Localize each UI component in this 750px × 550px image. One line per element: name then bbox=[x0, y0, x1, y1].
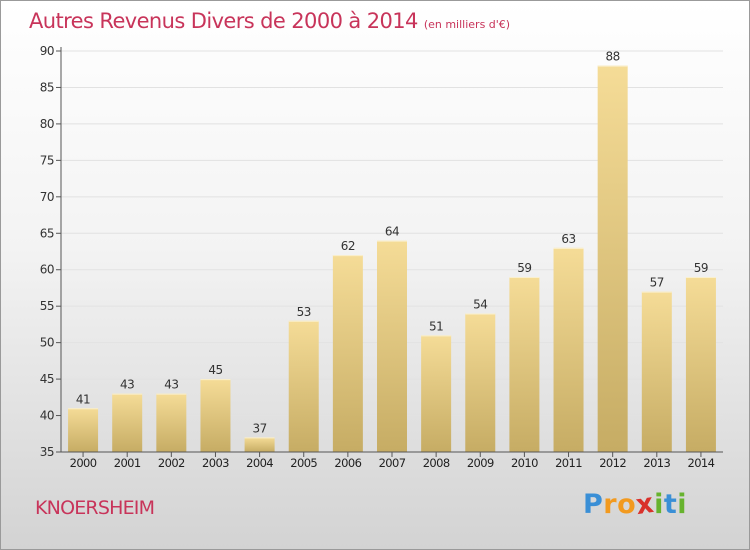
x-tick-label: 2011 bbox=[555, 456, 582, 470]
y-tick-label: 40 bbox=[40, 409, 54, 423]
value-label: 88 bbox=[606, 50, 620, 64]
value-label: 53 bbox=[297, 305, 311, 319]
value-label: 54 bbox=[473, 297, 487, 311]
logo-letter: x bbox=[634, 487, 657, 522]
value-label: 59 bbox=[694, 261, 708, 275]
bar-2004 bbox=[244, 437, 275, 452]
y-tick-label: 80 bbox=[40, 117, 54, 131]
x-tick-label: 2006 bbox=[334, 456, 361, 470]
value-label: 37 bbox=[252, 421, 266, 435]
value-label: 45 bbox=[208, 363, 222, 377]
y-tick-label: 50 bbox=[40, 336, 54, 350]
bar-2003 bbox=[200, 379, 231, 452]
y-tick-label: 65 bbox=[40, 226, 54, 240]
value-label: 64 bbox=[385, 225, 399, 239]
x-tick-label: 2005 bbox=[290, 456, 317, 470]
y-tick-label: 45 bbox=[40, 372, 54, 386]
bars: 41 43 43 45 37 53 62 64 51 54 59 63 88 57 59 bbox=[68, 50, 716, 452]
x-tick-label: 2008 bbox=[423, 456, 450, 470]
value-label: 57 bbox=[650, 276, 664, 290]
value-label: 62 bbox=[341, 239, 355, 253]
value-label: 43 bbox=[120, 378, 134, 392]
x-tick-label: 2007 bbox=[379, 456, 406, 470]
bar-2001 bbox=[112, 393, 143, 452]
y-tick-label: 55 bbox=[40, 299, 54, 313]
bar-2000 bbox=[68, 408, 99, 452]
x-tick-label: 2009 bbox=[467, 456, 494, 470]
chart-title-text: Autres Revenus Divers de 2000 à 2014 bbox=[29, 9, 418, 33]
bar-2008 bbox=[421, 335, 452, 452]
bar-2013 bbox=[641, 291, 672, 452]
x-tick-label: 2001 bbox=[114, 456, 141, 470]
x-tick-label: 2002 bbox=[158, 456, 185, 470]
value-label: 43 bbox=[164, 378, 178, 392]
bar-2014 bbox=[685, 277, 716, 452]
bar-2010 bbox=[509, 277, 540, 452]
logo-letter: o bbox=[617, 489, 637, 520]
axes: 35 40 45 50 55 60 65 70 75 80 85 90 2000 2001 2002 2003… bbox=[40, 44, 723, 470]
y-tick-label: 90 bbox=[40, 44, 54, 58]
chart-title: Autres Revenus Divers de 2000 à 2014 (en … bbox=[29, 9, 510, 33]
x-tick-label: 2012 bbox=[599, 456, 626, 470]
bar-2002 bbox=[156, 393, 187, 452]
value-label: 51 bbox=[429, 319, 443, 333]
logo-letter: P bbox=[583, 489, 604, 520]
commune-name: KNOERSHEIM bbox=[35, 497, 155, 519]
chart-unit: (en milliers d'€) bbox=[423, 18, 511, 31]
logo-letter: i bbox=[654, 489, 664, 520]
y-tick-label: 70 bbox=[40, 190, 54, 204]
bar-2011 bbox=[553, 247, 584, 452]
logo-letter: t bbox=[663, 489, 678, 520]
x-tick-label: 2010 bbox=[511, 456, 538, 470]
x-tick-label: 2013 bbox=[643, 456, 670, 470]
x-tick-label: 2000 bbox=[70, 456, 97, 470]
x-tick-label: 2003 bbox=[202, 456, 229, 470]
y-tick-label: 85 bbox=[40, 80, 54, 94]
y-tick-label: 35 bbox=[40, 445, 54, 459]
bar-2006 bbox=[332, 255, 363, 452]
logo-letter: i bbox=[677, 489, 688, 520]
value-label: 41 bbox=[76, 392, 90, 406]
proxiti-logo[interactable]: Proxiti bbox=[583, 487, 688, 522]
x-tick-label: 2004 bbox=[246, 456, 273, 470]
value-label: 63 bbox=[561, 232, 575, 246]
bar-2007 bbox=[377, 240, 407, 452]
bar-2012 bbox=[597, 65, 628, 452]
bar-2009 bbox=[465, 313, 496, 452]
y-tick-label: 60 bbox=[40, 263, 54, 277]
y-tick-label: 75 bbox=[40, 153, 54, 167]
value-label: 59 bbox=[517, 261, 531, 275]
bar-2005 bbox=[288, 320, 319, 452]
x-tick-label: 2014 bbox=[687, 456, 714, 470]
logo-letter: r bbox=[603, 489, 618, 520]
